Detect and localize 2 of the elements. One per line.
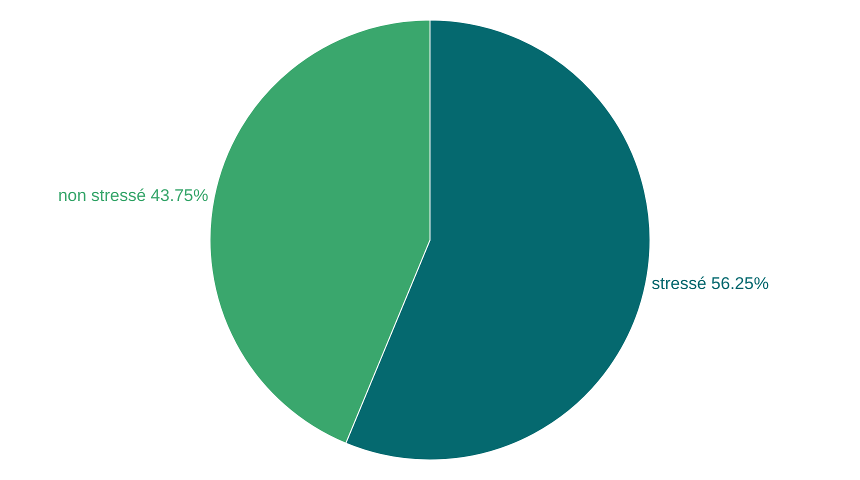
slice-label: non stressé 43.75% <box>58 186 208 205</box>
slice-label: stressé 56.25% <box>652 274 769 294</box>
